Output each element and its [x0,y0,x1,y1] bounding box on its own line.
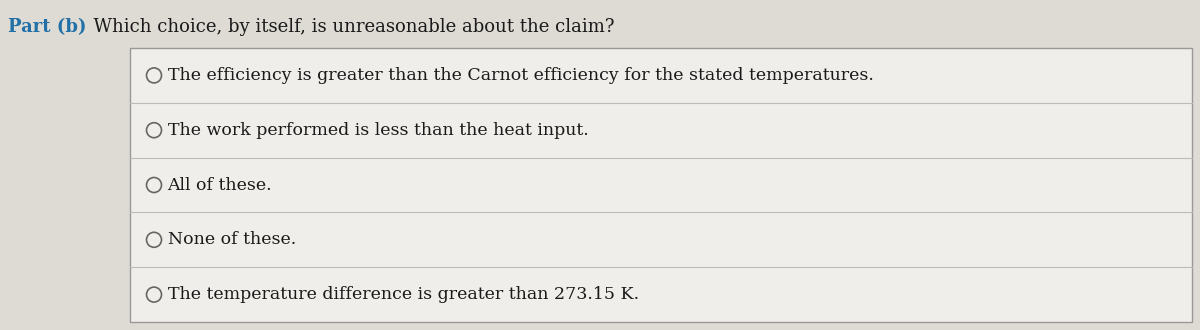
Text: All of these.: All of these. [168,177,272,193]
Text: The temperature difference is greater than 273.15 K.: The temperature difference is greater th… [168,286,638,303]
Text: None of these.: None of these. [168,231,295,248]
Bar [130,48,1192,322]
Text: The work performed is less than the heat input.: The work performed is less than the heat… [168,122,588,139]
Text: The efficiency is greater than the Carnot efficiency for the stated temperatures: The efficiency is greater than the Carno… [168,67,874,84]
Text: Which choice, by itself, is unreasonable about the claim?: Which choice, by itself, is unreasonable… [82,18,614,36]
Text: Part (b): Part (b) [8,18,86,36]
